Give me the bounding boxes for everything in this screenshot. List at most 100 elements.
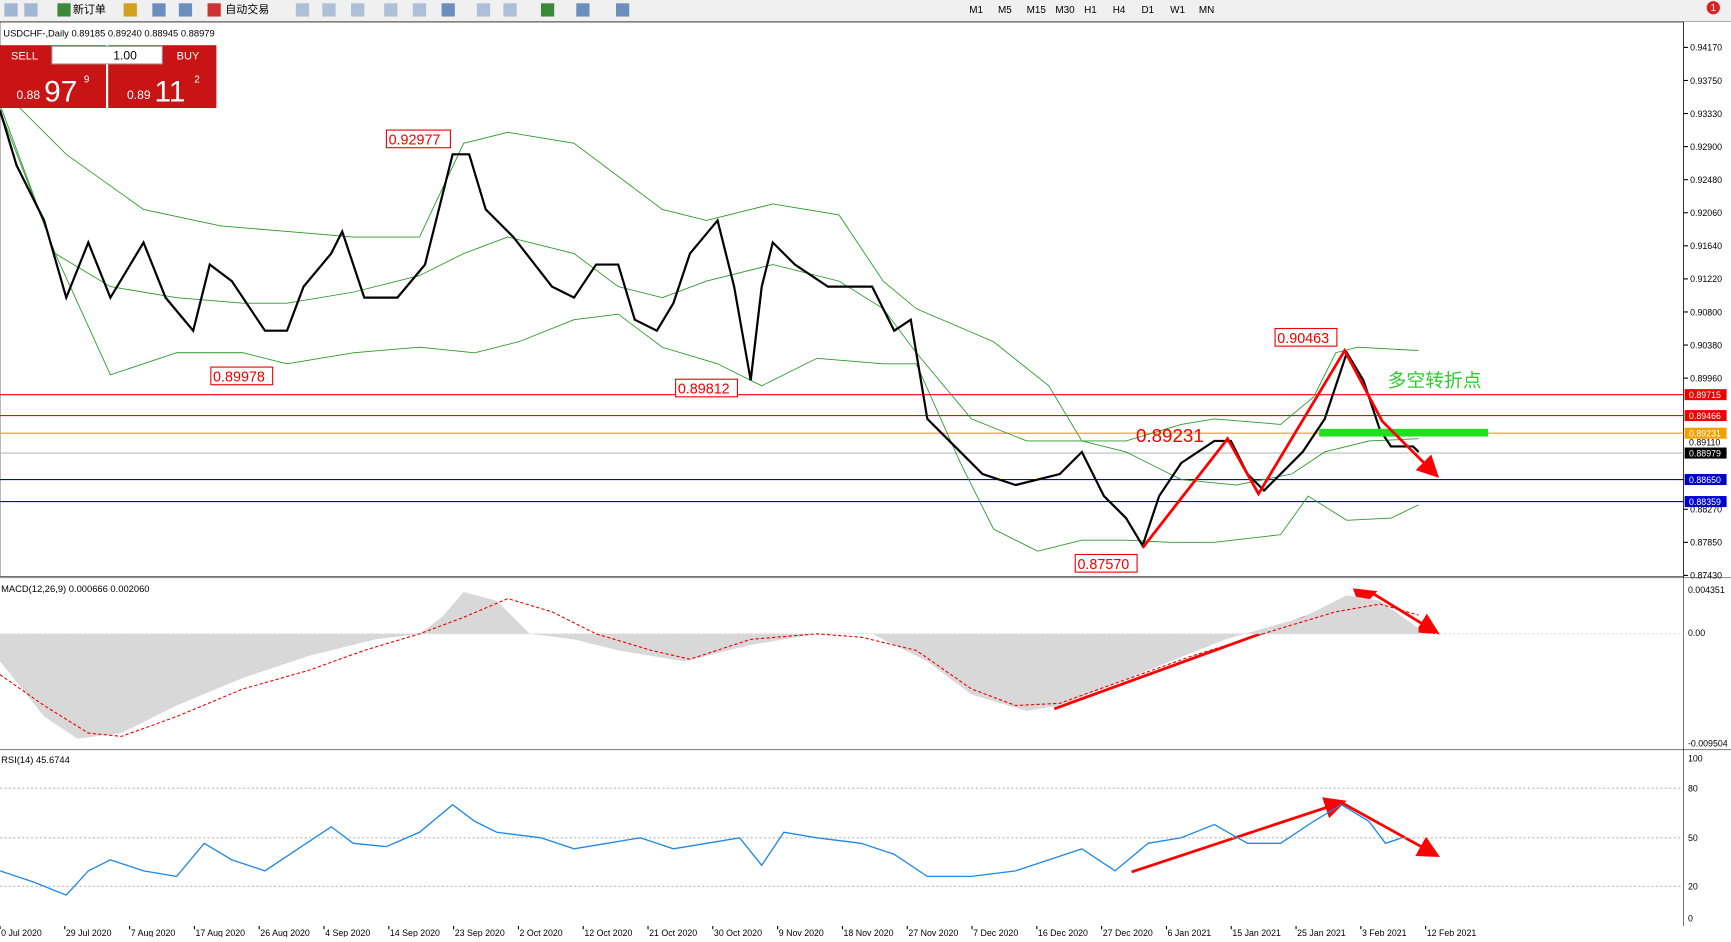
date-label: 15 Jan 2021 — [1232, 928, 1281, 937]
lot-input[interactable]: 1.00 — [113, 49, 137, 63]
sell-price-big: 0.88 — [17, 88, 41, 102]
timeframe-button[interactable]: M1 — [969, 5, 983, 16]
price-axis-label: 0.94170 — [1690, 43, 1722, 53]
price-annotation: 0.89978 — [213, 369, 265, 385]
price-axis-label: 0.89960 — [1690, 373, 1722, 383]
timeframe-button[interactable]: M15 — [1027, 5, 1047, 16]
date-label: 21 Oct 2020 — [649, 928, 697, 937]
price-annotation: 0.87570 — [1077, 557, 1129, 573]
level-lines — [0, 394, 1684, 503]
price-axis-label: 0.91640 — [1690, 241, 1722, 251]
date-label: 27 Dec 2020 — [1103, 928, 1153, 937]
date-label: 4 Sep 2020 — [325, 928, 370, 937]
price-axis-label: 0.93750 — [1690, 76, 1722, 86]
timeframe-button[interactable]: H4 — [1113, 5, 1126, 16]
toolbar — [0, 0, 1731, 21]
price-axis-label: 0.90380 — [1690, 340, 1722, 350]
rsi-axis-label: 0 — [1688, 914, 1693, 924]
macd-histogram — [0, 591, 1419, 739]
buy-price-big: 0.89 — [127, 88, 151, 102]
toolbar-icons — [4, 3, 630, 17]
price-line-tag — [1684, 474, 1727, 486]
rsi-header: RSI(14) 45.6744 — [1, 755, 70, 765]
date-label: 17 Aug 2020 — [196, 928, 246, 937]
price-axis-label: 0.87430 — [1690, 571, 1722, 581]
timeframe-button[interactable]: MN — [1199, 5, 1214, 16]
macd-axis-label: 0.004351 — [1688, 585, 1725, 595]
price-line-label: 0.89231 — [1689, 429, 1721, 439]
date-label: 18 Nov 2020 — [844, 928, 894, 937]
date-label: 6 Jan 2021 — [1168, 928, 1212, 937]
price-line-tag — [1684, 410, 1727, 422]
price-axis-label: 0.92900 — [1690, 142, 1722, 152]
rsi-line — [0, 803, 1403, 896]
macd-axis-label: 0.00 — [1688, 628, 1705, 638]
price-annotation: 0.90463 — [1277, 331, 1329, 347]
date-label: 12 Feb 2021 — [1427, 928, 1477, 937]
price-line-label: 0.89466 — [1689, 411, 1721, 421]
price-axis-label: 0.90800 — [1690, 307, 1722, 317]
price-line-tag — [1684, 447, 1727, 459]
auto-trading-button[interactable]: 自动交易 — [225, 2, 269, 16]
date-label: 3 Feb 2021 — [1362, 928, 1407, 937]
timeframe-button[interactable]: H1 — [1084, 5, 1097, 16]
buy-label: BUY — [177, 51, 200, 63]
chart-header: USDCHF-,Daily 0.89185 0.89240 0.88945 0.… — [3, 28, 214, 38]
date-label: 16 Dec 2020 — [1038, 928, 1088, 937]
notification-badge — [1706, 1, 1720, 15]
timeframe-button[interactable]: M30 — [1055, 5, 1075, 16]
annotation-box — [675, 378, 738, 398]
price-line-label: 0.89110 — [1689, 437, 1720, 447]
rsi-axis-label: 80 — [1688, 783, 1698, 793]
sell-price-main: 97 — [44, 75, 77, 108]
sell-price-pip: 9 — [84, 75, 90, 86]
price-line-label: 0.88359 — [1689, 497, 1721, 507]
date-label: 12 Oct 2020 — [584, 928, 632, 937]
annotation-box — [210, 366, 274, 386]
date-label: 25 Jan 2021 — [1297, 928, 1346, 937]
rsi-axis-label: 50 — [1688, 833, 1698, 843]
price-line-tag — [1684, 496, 1727, 508]
date-label: 9 Nov 2020 — [779, 928, 824, 937]
annotation-box — [385, 129, 451, 149]
timeframe-button[interactable]: D1 — [1141, 5, 1154, 16]
timeframe-button[interactable]: W1 — [1170, 5, 1185, 16]
price-line-label: 0.89715 — [1689, 390, 1721, 400]
date-label: 29 Jul 2020 — [66, 928, 112, 937]
date-label: 14 Sep 2020 — [390, 928, 440, 937]
price-axis-label: 0.93330 — [1690, 109, 1722, 119]
macd-signal — [0, 597, 1419, 737]
turning-point-note: 多空转折点 — [1388, 370, 1482, 391]
price-annotation: 0.89812 — [678, 382, 730, 398]
macd-axis-label: -0.009504 — [1688, 738, 1728, 748]
price-line-tag — [1684, 427, 1727, 439]
new-order-button[interactable]: 新订单 — [73, 2, 106, 16]
date-label: 26 Aug 2020 — [260, 928, 310, 937]
timeframe-button[interactable]: M5 — [998, 5, 1012, 16]
date-label: 30 Oct 2020 — [714, 928, 762, 937]
price-axis-label: 0.92060 — [1690, 208, 1722, 218]
price-line-tag — [1684, 389, 1727, 401]
sell-label: SELL — [11, 51, 38, 63]
date-label: 27 Nov 2020 — [908, 928, 958, 937]
date-label: 7 Dec 2020 — [973, 928, 1018, 937]
price-axis-label: 0.91220 — [1690, 274, 1722, 284]
price-axis-label: 0.88270 — [1690, 505, 1722, 515]
date-label: 7 Aug 2020 — [131, 928, 176, 937]
lot-box — [51, 45, 163, 65]
rsi-axis-label: 100 — [1688, 754, 1703, 764]
date-label: 23 Sep 2020 — [455, 928, 505, 937]
date-label: 0 Jul 2020 — [1, 928, 42, 937]
date-label: 2 Oct 2020 — [520, 928, 563, 937]
buy-price-pip: 2 — [194, 75, 200, 86]
macd-header: MACD(12,26,9) 0.000666 0.002060 — [1, 584, 149, 594]
annotation-box — [1274, 327, 1338, 347]
buy-price-main: 11 — [155, 75, 186, 108]
turning-bar — [1319, 428, 1489, 437]
price-line-label: 0.88650 — [1689, 475, 1721, 485]
rsi-axis-label: 20 — [1688, 882, 1698, 892]
notification-count: 1 — [1711, 3, 1717, 14]
price-annotation: 0.92977 — [389, 132, 441, 148]
bollinger-bands — [0, 87, 1419, 552]
